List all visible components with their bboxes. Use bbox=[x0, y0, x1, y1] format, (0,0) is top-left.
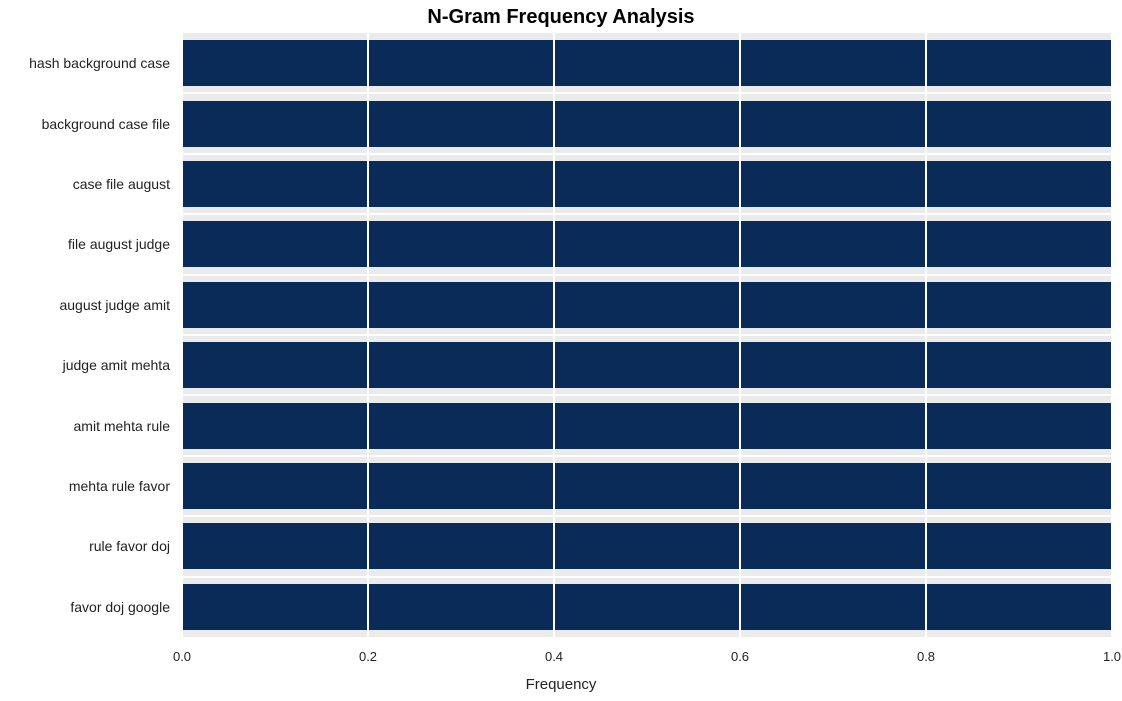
x-axis-label: Frequency bbox=[0, 676, 1122, 693]
bar-row bbox=[182, 395, 1112, 455]
bar-row bbox=[182, 214, 1112, 274]
bar bbox=[182, 40, 1112, 86]
bar-row bbox=[182, 154, 1112, 214]
bar bbox=[182, 221, 1112, 267]
y-tick-label: background case file bbox=[0, 93, 176, 153]
bar-row bbox=[182, 93, 1112, 153]
x-axis-ticks: 0.00.20.40.60.81.0 bbox=[182, 649, 1112, 669]
gridline-horizontal bbox=[182, 455, 1112, 457]
gridline-horizontal bbox=[182, 576, 1112, 578]
gridline-horizontal bbox=[182, 334, 1112, 336]
x-tick-label: 0.4 bbox=[545, 649, 563, 664]
gridline-horizontal bbox=[182, 274, 1112, 276]
x-tick-label: 0.6 bbox=[731, 649, 749, 664]
bar-row bbox=[182, 456, 1112, 516]
y-tick-label: favor doj google bbox=[0, 577, 176, 637]
y-tick-label: case file august bbox=[0, 154, 176, 214]
bar bbox=[182, 101, 1112, 147]
y-tick-label: rule favor doj bbox=[0, 516, 176, 576]
bar-row bbox=[182, 33, 1112, 93]
x-tick-label: 0.0 bbox=[173, 649, 191, 664]
y-tick-label: hash background case bbox=[0, 33, 176, 93]
x-tick-label: 0.8 bbox=[917, 649, 935, 664]
gridline-horizontal bbox=[182, 515, 1112, 517]
ngram-frequency-chart: N-Gram Frequency Analysis hash backgroun… bbox=[0, 0, 1122, 701]
bar bbox=[182, 282, 1112, 328]
plot-area bbox=[182, 33, 1112, 637]
bar-row bbox=[182, 516, 1112, 576]
bar-row bbox=[182, 335, 1112, 395]
chart-title: N-Gram Frequency Analysis bbox=[0, 6, 1122, 29]
y-axis-labels: hash background casebackground case file… bbox=[0, 33, 176, 637]
bar bbox=[182, 403, 1112, 449]
bar bbox=[182, 584, 1112, 630]
gridline-horizontal bbox=[182, 153, 1112, 155]
gridline-horizontal bbox=[182, 394, 1112, 396]
bar-row bbox=[182, 275, 1112, 335]
y-tick-label: amit mehta rule bbox=[0, 395, 176, 455]
y-tick-label: judge amit mehta bbox=[0, 335, 176, 395]
y-tick-label: august judge amit bbox=[0, 275, 176, 335]
gridline-horizontal bbox=[182, 92, 1112, 94]
bar-row bbox=[182, 577, 1112, 637]
bar bbox=[182, 161, 1112, 207]
bar bbox=[182, 342, 1112, 388]
y-tick-label: mehta rule favor bbox=[0, 456, 176, 516]
y-tick-label: file august judge bbox=[0, 214, 176, 274]
x-tick-label: 1.0 bbox=[1103, 649, 1121, 664]
bar bbox=[182, 523, 1112, 569]
bar bbox=[182, 463, 1112, 509]
x-tick-label: 0.2 bbox=[359, 649, 377, 664]
gridline-horizontal bbox=[182, 213, 1112, 215]
